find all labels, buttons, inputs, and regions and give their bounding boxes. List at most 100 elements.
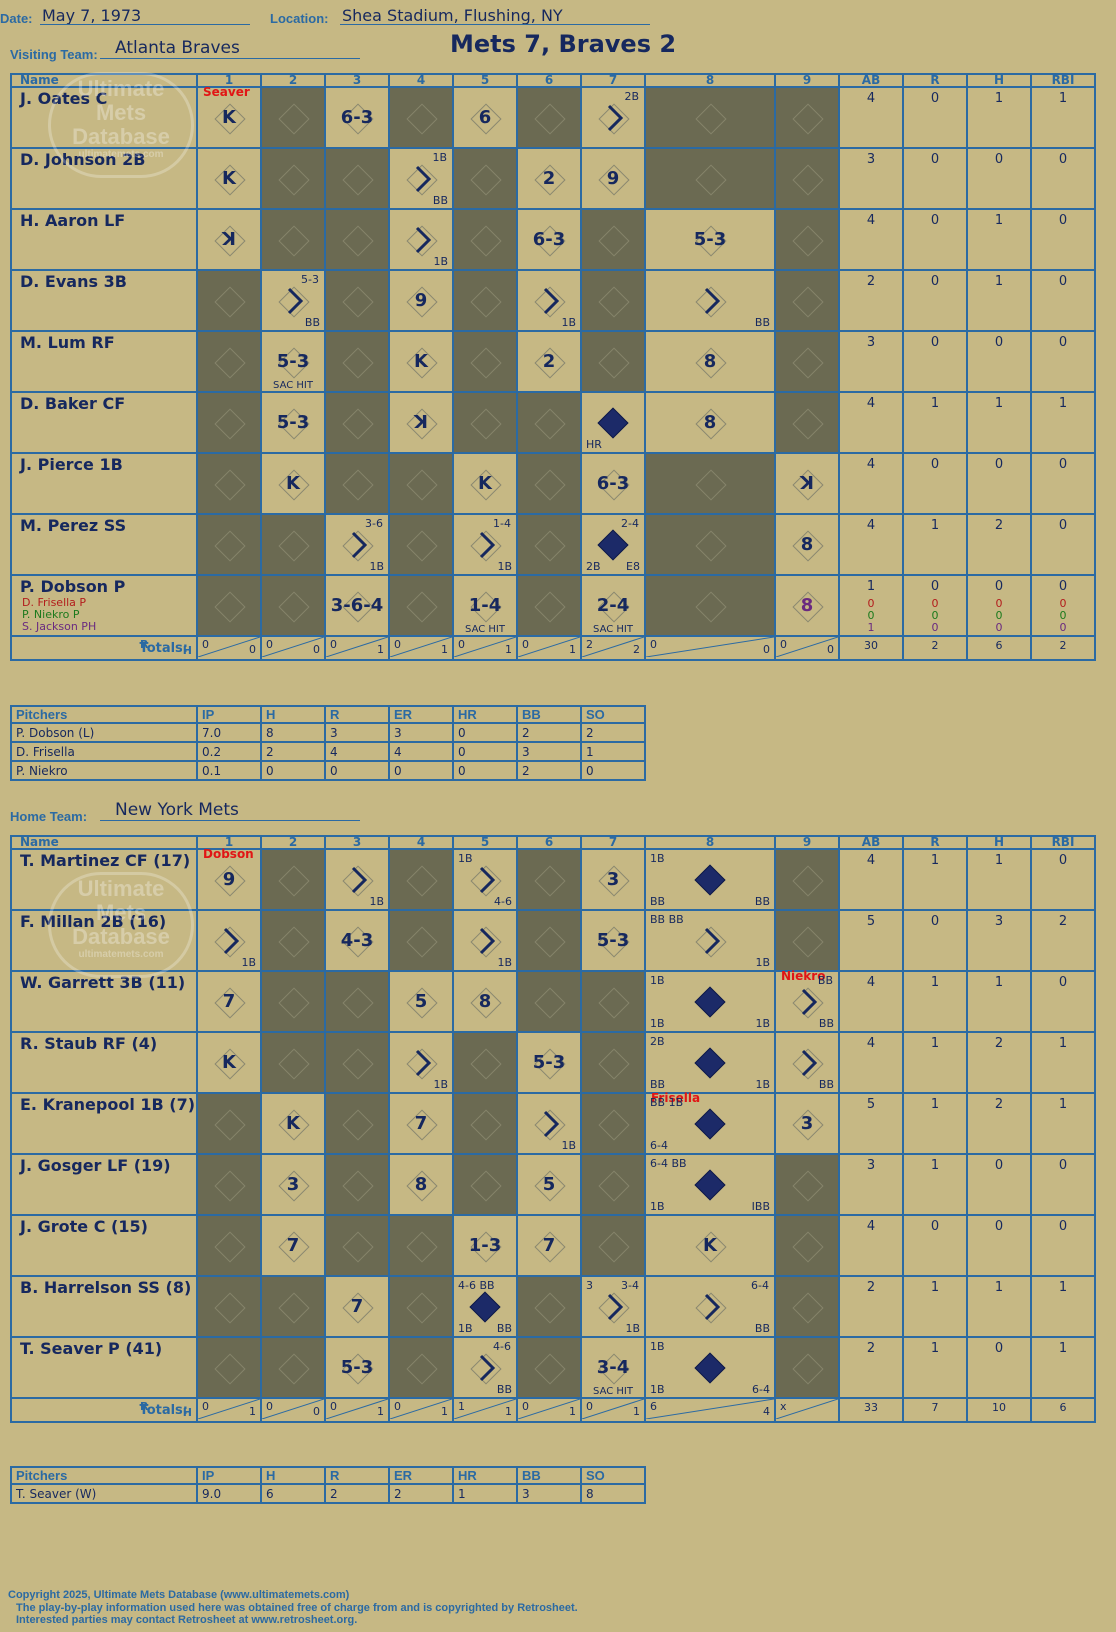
visitors-diamond [470,163,502,196]
home-run-scored-diamond [694,1351,726,1384]
home-at-bat-cell: 3-4 3 1B [580,1275,646,1338]
home-diamond [792,1169,824,1202]
visitors-totals-row: Totals: R H 0 0 0 0 0 1 0 1 0 1 0 1 2 2 0 0 0 0 30 2 6 2 [10,635,1096,661]
visitors-stat-cell: 1 [966,86,1032,149]
home-at-bat-cell [388,1214,454,1277]
visitors-player-name: J. Pierce 1B [20,455,123,474]
home-stat-total-value: 33 [864,1401,878,1414]
home-stat-value: 1 [930,1158,940,1173]
visitors-stat-total: 30 [838,635,904,661]
visitors-diamond [214,468,246,501]
visitors-diamond [278,529,310,562]
visitors-player-cell: D. Evans 3B [10,269,198,332]
visitors-total-divider [518,637,580,657]
visitors-stat-cell: 1 [966,208,1032,271]
visitors-diamond [214,285,246,318]
home-player-cell: J. Grote C (15) [10,1214,198,1277]
home-play-note: BB 1B [650,1096,684,1109]
home-player-name: J. Grote C (15) [20,1217,148,1236]
visitors-stat-total: 6 [966,635,1032,661]
visitors-diamond [470,407,502,440]
home-run-scored-diamond [694,1168,726,1201]
home-player-name: E. Kranepool 1B (7) [20,1095,196,1114]
visitors-at-bat-cell: HR [580,391,646,454]
home-at-bat-cell [260,848,326,911]
home-stat-cell: 1 [902,970,968,1033]
visitors-hit-path [415,226,432,253]
visitors-stat-cell: 4 [838,452,904,515]
visitor_pitching-cell: 0 [388,760,454,781]
visitors-stat-value: 0 [1058,213,1068,228]
home-play-mark: 5 [542,1173,556,1195]
home-play-note: 1B [755,1017,770,1030]
visitor_pitching-cell: 2 [516,722,582,743]
home-hit-path [543,1110,560,1137]
visitors-sub-stat: 0 [931,597,939,610]
visitors-diamond [406,590,438,623]
visitor_pitching-cell: 7.0 [196,722,262,743]
visitors-play-mark: 1-4 [468,594,502,616]
visitor_pitching-cell: 2 [516,760,582,781]
home-hits-total: 1 [569,1405,576,1418]
home-runs-total: 1 [458,1400,465,1413]
visitors-at-bat-cell: 1B [388,208,454,271]
home-stat-cell: 0 [1030,1214,1096,1277]
home-stat-cell: 1 [902,848,968,911]
home_pitching-header: ER [388,1466,454,1485]
visitors-stat-cell: 3 [838,147,904,210]
home-diamond [534,864,566,897]
visitor_pitching-cell: 2 [260,741,326,762]
home-diamond [598,1230,630,1263]
home-stat-value: 4 [866,1036,876,1051]
visitor_pitching-cell: 8 [260,722,326,743]
home-at-bat-cell [260,1275,326,1338]
visitors-play-caption: SAC HIT [465,624,505,635]
visitors-diamond [792,407,824,440]
visitor_pitching-cell: 0 [324,760,390,781]
home-diamond [792,1352,824,1385]
visitors-sub-stat: 0 [995,621,1003,634]
visitors-diamond [278,590,310,623]
visitors-play-note: HR [586,438,602,451]
visitors-stat-header: R [902,73,968,88]
home-hit-path [704,1293,721,1320]
home-play-mark: 3 [606,868,620,890]
visitors-at-bat-cell [516,513,582,576]
home-diamond [534,1291,566,1324]
visitors-diamond [214,529,246,562]
visitors-stat-header: AB [838,73,904,88]
visitors-at-bat-cell: 1-4 SAC HIT [452,574,518,637]
home-at-bat-cell: K [196,1031,262,1094]
visitor_pitching-cell: 0 [452,760,518,781]
home-total-divider [390,1399,452,1419]
home_pitching-cell: 2 [388,1483,454,1504]
visitors-at-bat-cell [324,330,390,393]
visitors-at-bat-cell [644,86,776,149]
visitors-r-label: R [140,638,149,651]
home-diamond [792,925,824,958]
visitors-at-bat-cell: ꓘ [774,452,840,515]
visitors-play-mark: K [414,350,428,372]
visitors-stat-value: 3 [866,152,876,167]
home-stat-header: RBI [1030,835,1096,850]
home-at-bat-cell: 5 [516,1153,582,1216]
home-at-bat-cell [580,1153,646,1216]
home-stat-cell: 0 [966,1153,1032,1216]
visitors-stat-value: 3 [866,335,876,350]
home-play-note: 1B [497,956,512,969]
home-total-divider [198,1399,260,1419]
visitors-at-bat-cell [324,208,390,271]
home-at-bat-cell: Dobson 9 [196,847,262,911]
visitors-sub-stat: 1 [867,621,875,634]
home-diamond [342,1230,374,1263]
visitors-play-note: 3-6 [365,517,383,530]
visitors-at-bat-cell [388,574,454,637]
visitors-hit-path [351,531,368,558]
home-stat-header: R [902,835,968,850]
home-total-divider [518,1399,580,1419]
visitors-diamond [534,529,566,562]
home-diamond [598,1108,630,1141]
home_pitching-row: T. Seaver (W) 9.0 6 2 2 1 3 8 [10,1483,646,1504]
visitors-sub-stat: 0 [1059,621,1067,634]
